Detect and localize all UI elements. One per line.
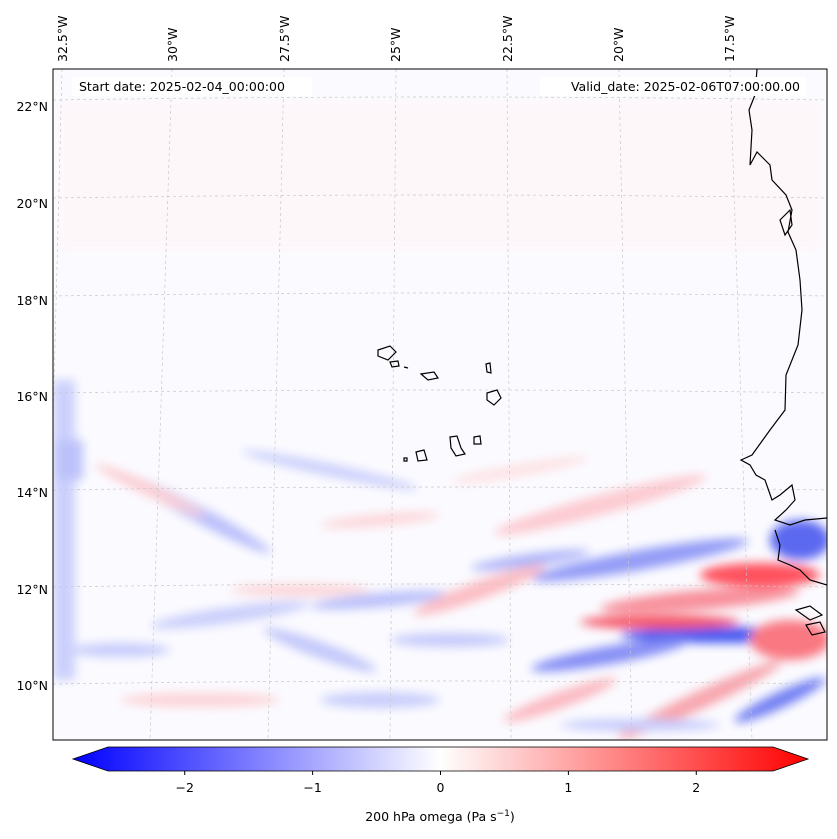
map-frame [52, 68, 828, 741]
coastline [377, 69, 827, 636]
colorbar-tick-label: 2 [692, 780, 700, 795]
lon-label-17-5w: 17.5°W [722, 16, 737, 62]
lat-label-16n: 16°N [16, 389, 48, 404]
valid-date-label: Valid_date: 2025-02-06T07:00:00.00 [571, 79, 800, 94]
colorbar-tick-label: 0 [437, 780, 445, 795]
colorbar-ticks: −2 −1 0 1 2 [176, 771, 700, 795]
lon-label-22-5w: 22.5°W [500, 16, 515, 62]
lat-label-22n: 22°N [16, 99, 48, 114]
lat-label-14n: 14°N [16, 485, 48, 500]
lon-label-20w: 20°W [611, 27, 626, 62]
lon-label-30w: 30°W [165, 27, 180, 62]
colorbar-tick-label: 1 [564, 780, 572, 795]
omega-field [53, 100, 827, 739]
longitude-labels: 32.5°W 30°W 27.5°W 25°W 22.5°W 20°W 17.5… [55, 16, 737, 62]
start-date-label: Start date: 2025-02-04_00:00:00 [79, 79, 285, 94]
lat-label-12n: 12°N [16, 582, 48, 597]
colorbar-tick-label: −1 [303, 780, 321, 795]
lon-label-32-5w: 32.5°W [55, 16, 70, 62]
start-date-box [72, 77, 312, 96]
colorbar-tick-label: −2 [176, 780, 194, 795]
gridlines [53, 69, 827, 740]
latitude-labels: 22°N 20°N 18°N 16°N 14°N 12°N 10°N [16, 99, 48, 693]
lon-label-25w: 25°W [388, 27, 403, 62]
lat-label-18n: 18°N [16, 293, 48, 308]
colorbar-bar [71, 746, 810, 772]
colorbar-label: 200 hPa omega (Pa s−1) [365, 809, 515, 824]
valid-date-box [540, 77, 806, 96]
lon-label-27-5w: 27.5°W [277, 16, 292, 62]
colorbar: −2 −1 0 1 2 200 hPa omega (Pa s−1) [71, 746, 810, 824]
lat-label-20n: 20°N [16, 196, 48, 211]
lat-label-10n: 10°N [16, 678, 48, 693]
